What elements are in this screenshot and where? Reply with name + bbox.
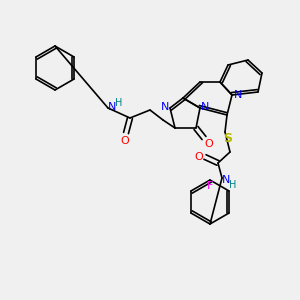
Text: S: S: [224, 131, 232, 145]
Text: O: O: [195, 152, 203, 162]
Text: H: H: [115, 98, 123, 108]
Text: H: H: [229, 180, 237, 190]
Text: F: F: [207, 181, 213, 191]
Text: N: N: [234, 90, 242, 100]
Text: O: O: [205, 139, 213, 149]
Text: N: N: [161, 102, 169, 112]
Text: N: N: [222, 175, 230, 185]
Text: N: N: [108, 102, 116, 112]
Text: O: O: [121, 136, 129, 146]
Text: N: N: [201, 102, 209, 112]
